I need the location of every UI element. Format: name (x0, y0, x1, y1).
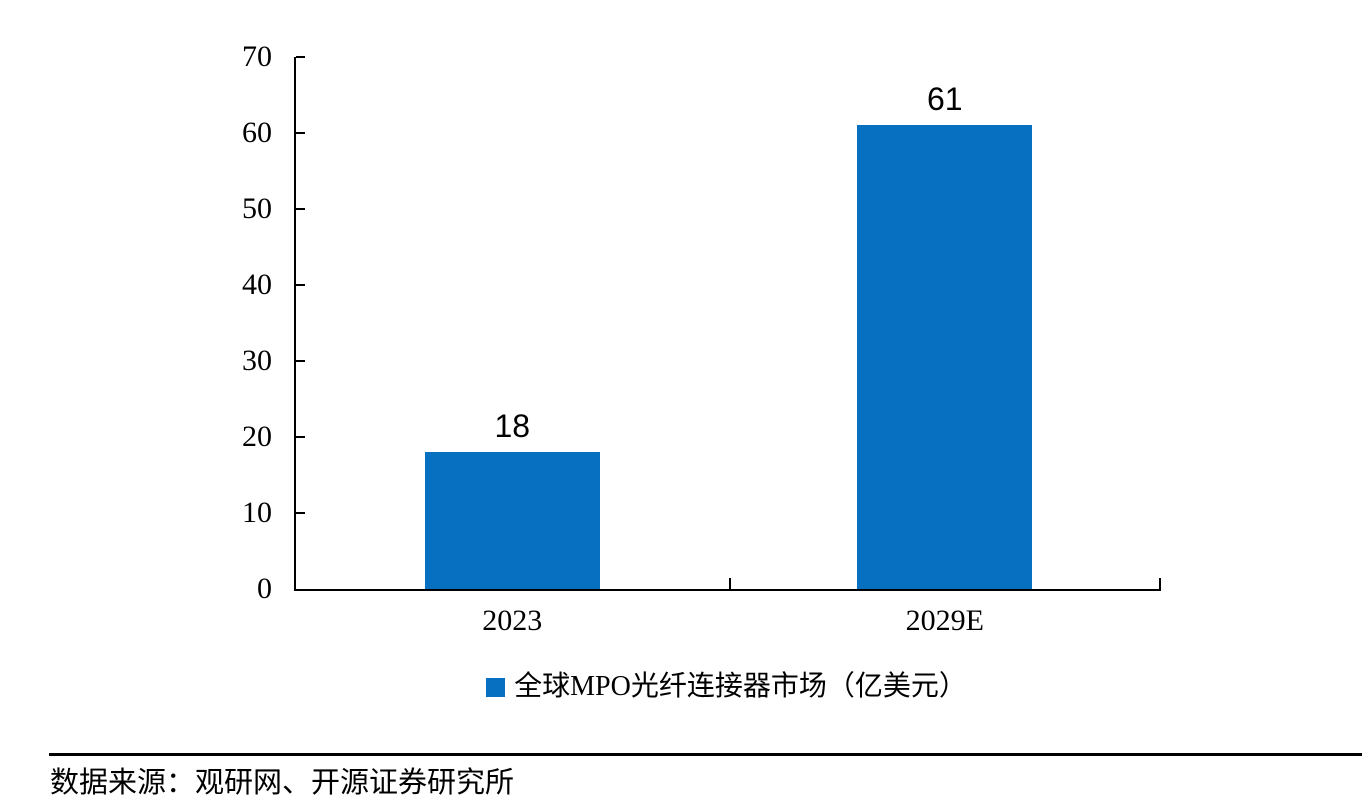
source-text: 数据来源：观研网、开源证券研究所 (50, 767, 515, 799)
legend-label: 全球MPO光纤连接器市场（亿美元） (514, 671, 967, 702)
y-axis-tick-label: 40 (242, 268, 272, 301)
y-axis-tick-label: 70 (242, 40, 272, 73)
y-axis-tick-label: 50 (242, 192, 272, 225)
x-axis-tick-mark (728, 578, 731, 589)
y-axis-tick-mark (296, 436, 305, 438)
footer-divider (49, 753, 1362, 756)
y-axis-tick-mark (296, 284, 305, 286)
y-axis-tick-label: 20 (242, 420, 272, 453)
y-axis-tick-mark (296, 360, 305, 362)
bar-2029E (857, 125, 1033, 589)
y-axis-tick-mark (296, 132, 305, 134)
y-axis-tick-label: 10 (242, 496, 272, 529)
y-axis-tick-label: 60 (242, 116, 272, 149)
legend-square-icon (486, 677, 506, 697)
legend: 全球MPO光纤连接器市场（亿美元） (294, 671, 1159, 703)
bar-value-label: 61 (926, 81, 963, 117)
x-axis-tick-mark (1159, 578, 1161, 589)
bar-2023 (424, 452, 600, 589)
plot-area: 0 10 20 30 40 50 60 70 18 2023 61 2029E (242, 42, 1161, 636)
y-axis-tick-mark (296, 512, 305, 514)
bar-value-label: 18 (494, 408, 531, 444)
y-axis-tick-label: 0 (257, 572, 272, 605)
y-axis-tick-label: 30 (242, 344, 272, 377)
y-axis-tick-mark (296, 56, 305, 58)
x-axis-category-label: 2023 (482, 604, 543, 637)
x-axis-category-label: 2029E (905, 604, 984, 637)
y-axis-tick-mark (296, 208, 305, 210)
